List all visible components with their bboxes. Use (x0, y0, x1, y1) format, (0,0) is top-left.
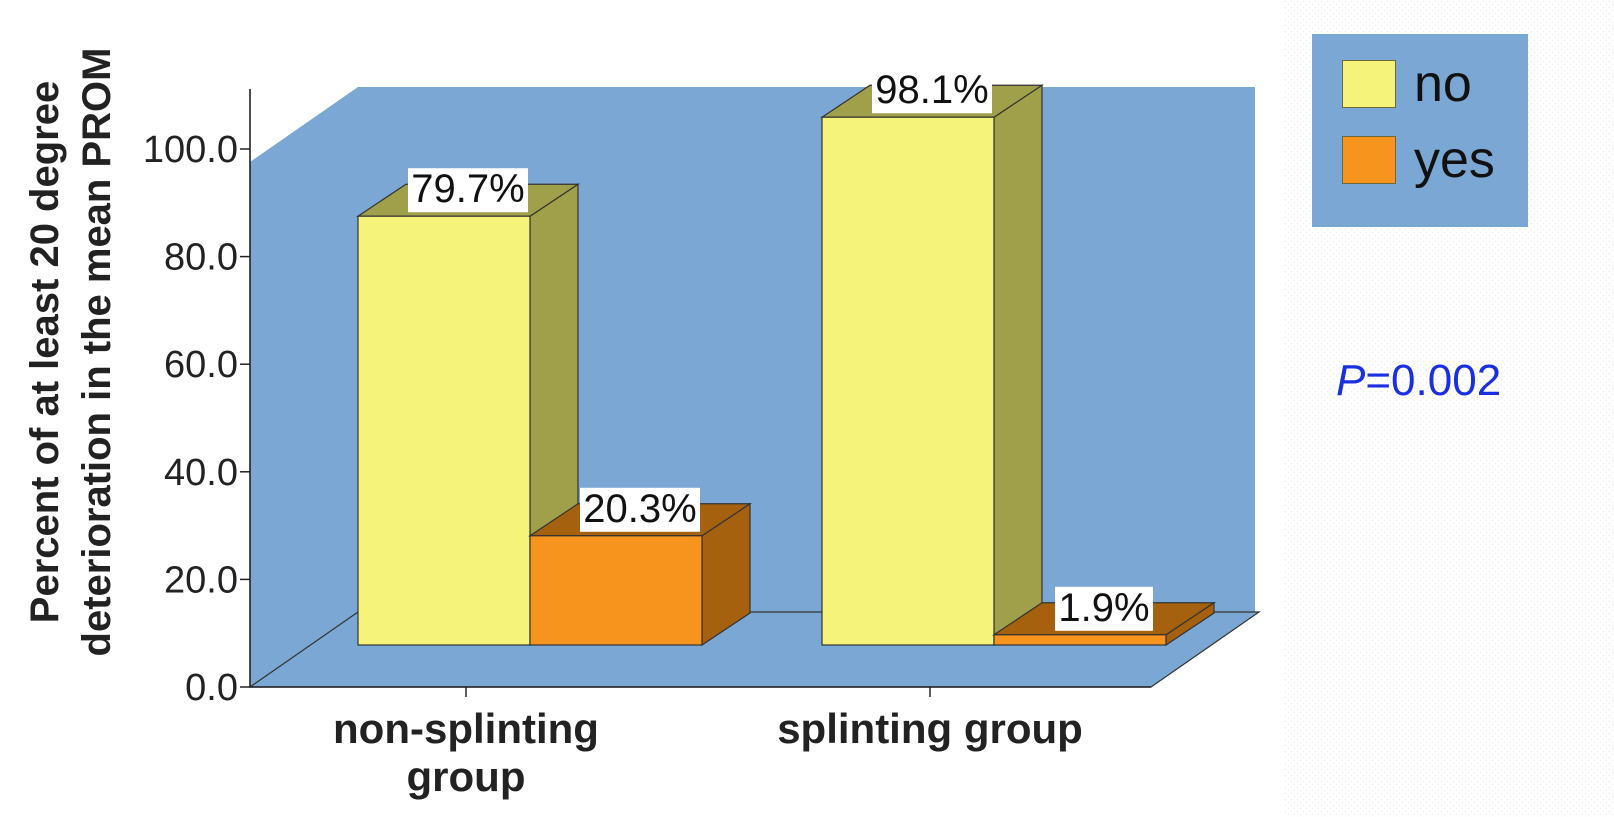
y-tick-label: 40.0 (164, 452, 238, 494)
y-tick-label: 20.0 (164, 559, 238, 601)
bar-side-face (993, 84, 1043, 647)
data-label-box (408, 168, 528, 213)
bar-no-0: 79.7% (356, 167, 580, 647)
y-axis-title-line: deterioration in the mean PROM (75, 48, 119, 657)
p-value-number: =0.002 (1365, 356, 1502, 405)
p-value-label: P (1336, 356, 1366, 405)
data-label: 20.3% (583, 487, 696, 531)
x-category-label: non-splinting (333, 705, 599, 752)
bar-front-face (821, 116, 995, 646)
bar-yes-1: 1.9% (992, 586, 1216, 647)
data-label: 98.1% (875, 68, 988, 112)
legend-swatch-no (1342, 60, 1396, 108)
bar-front-face (357, 215, 531, 646)
y-tick-label: 80.0 (164, 237, 238, 279)
x-category-label: splinting group (777, 705, 1083, 752)
data-label: 79.7% (411, 167, 524, 211)
y-tick-label: 100.0 (143, 129, 238, 171)
bar-front-face (529, 535, 703, 646)
data-label-box (1055, 586, 1153, 631)
legend-item-no: no (1342, 58, 1472, 110)
legend-label-yes: yes (1414, 131, 1495, 189)
legend-item-yes: yes (1342, 134, 1495, 186)
y-tick-label: 0.0 (185, 667, 238, 709)
bar-no-1: 98.1% (820, 68, 1044, 647)
y-tick-label: 60.0 (164, 344, 238, 386)
data-label-box (872, 69, 992, 114)
x-category-label: group (407, 753, 526, 800)
bar-yes-0: 20.3% (528, 487, 752, 647)
p-value-annotation: P=0.002 (1336, 356, 1501, 406)
legend-swatch-yes (1342, 136, 1396, 184)
y-axis-title-line: Percent of at least 20 degree (23, 81, 67, 623)
data-label-box (580, 487, 700, 532)
legend-label-no: no (1414, 55, 1472, 113)
data-label: 1.9% (1058, 586, 1149, 630)
legend: no yes (1312, 34, 1528, 227)
bar-front-face (993, 634, 1167, 646)
